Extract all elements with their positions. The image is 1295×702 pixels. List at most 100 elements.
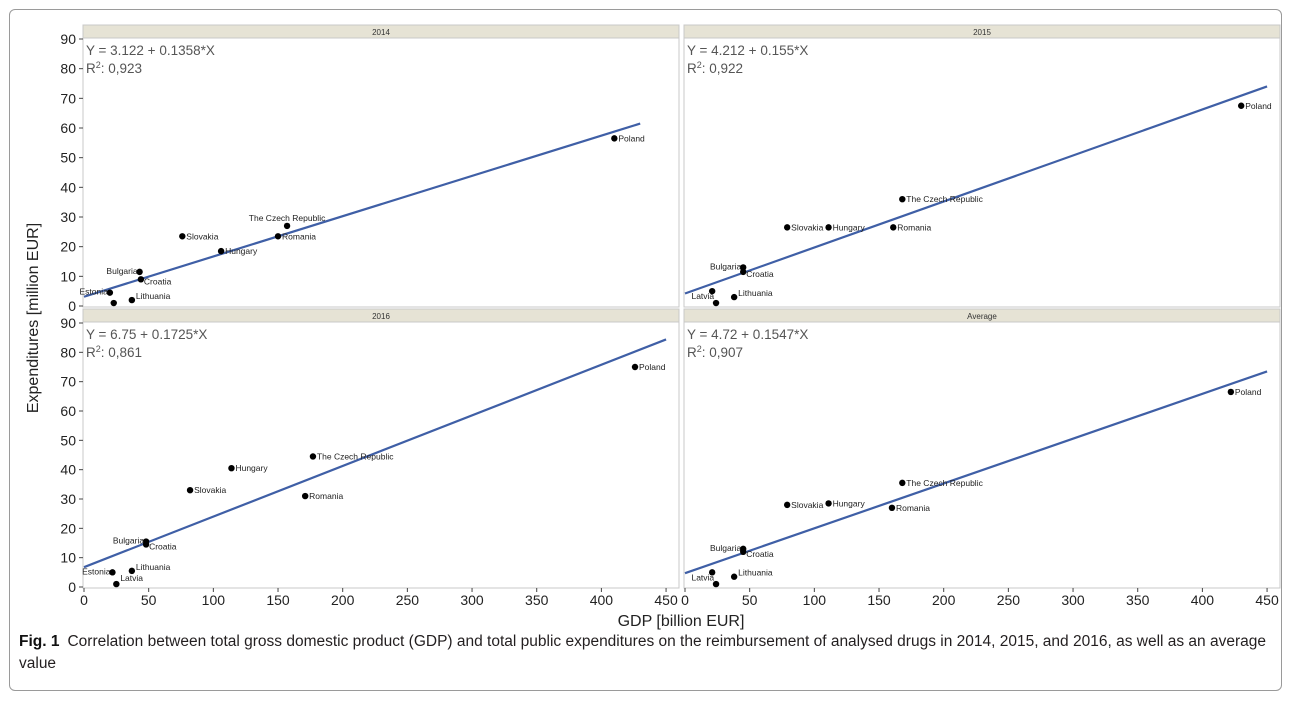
x-tick-label: 400 (590, 592, 614, 608)
x-tick-label: 250 (997, 592, 1021, 608)
y-tick-label: 30 (60, 491, 76, 507)
y-tick-label: 80 (60, 344, 76, 360)
point-label: The Czech Republic (906, 478, 983, 488)
data-point (113, 580, 120, 588)
data-point (274, 233, 282, 240)
point-label: Lithuania (136, 562, 171, 572)
data-point (708, 569, 716, 576)
panel-2014: 2014 Y = 3.122 + 0.1358*X R2: 0,923 Poland T… (80, 24, 680, 308)
point-label: Hungary (833, 222, 866, 232)
data-point (217, 247, 225, 255)
y-tick-label: 20 (60, 520, 76, 536)
x-axis-title: GDP [billion EUR] (618, 613, 745, 630)
point-label: Croatia (746, 549, 774, 559)
point-label: Estonia (82, 566, 111, 576)
x-tick-label: 350 (525, 592, 549, 608)
y-axis-title: Expenditures [million EUR] (25, 223, 42, 413)
data-point (890, 224, 897, 231)
figure-label: Fig. 1 (19, 633, 60, 650)
data-point (283, 222, 291, 230)
data-point (899, 479, 906, 487)
point-label: Lithuania (738, 568, 773, 578)
data-point (783, 501, 791, 509)
y-tick-label: 90 (60, 31, 76, 47)
x-tick-label: 0 (681, 592, 689, 608)
point-label: Latvia (120, 573, 143, 583)
y-tick-label: 10 (60, 268, 76, 284)
panel-title: 2014 (372, 28, 390, 37)
x-tick-label: 100 (202, 592, 226, 608)
point-label: Lithuania (738, 288, 773, 298)
y-tick-label: 40 (60, 462, 76, 478)
y-tick-label: 0 (68, 298, 76, 314)
x-tick-label: 450 (1255, 592, 1279, 608)
regression-equation: Y = 4.212 + 0.155*X (687, 43, 808, 58)
point-label: Bulgaria (106, 266, 137, 276)
point-label: Poland (1235, 387, 1262, 397)
data-point (142, 541, 150, 548)
point-label: Romania (309, 491, 343, 501)
point-label: Slovakia (194, 485, 226, 495)
x-tick-label: 0 (80, 592, 88, 608)
data-point (611, 135, 618, 142)
x-tick-label: 200 (932, 592, 956, 608)
y-tick-label: 10 (60, 550, 76, 566)
y-tick-label: 90 (60, 315, 76, 331)
plot-area (683, 37, 1281, 308)
r-squared: R2: 0,923 (86, 60, 142, 76)
data-point (899, 196, 906, 203)
data-point (730, 293, 738, 301)
point-label: Estonia (80, 287, 109, 297)
data-point (309, 453, 317, 460)
x-tick-label: 400 (1191, 592, 1215, 608)
y-tick-label: 40 (60, 179, 76, 195)
regression-line (83, 122, 641, 298)
data-point (137, 276, 145, 283)
data-point (740, 268, 747, 276)
point-label: Romania (282, 231, 316, 241)
panel-title: 2015 (973, 28, 991, 37)
data-point (888, 504, 896, 511)
y-tick-label: 60 (60, 403, 76, 419)
point-label: Slovakia (186, 231, 218, 241)
y-tick-label: 70 (60, 90, 76, 106)
data-point (1227, 388, 1235, 396)
data-point (1237, 102, 1245, 109)
point-label: Latvia (691, 572, 714, 582)
x-tick-label: 250 (396, 592, 420, 608)
y-tick-label: 50 (60, 432, 76, 448)
x-tick-label: 350 (1126, 592, 1150, 608)
data-point (783, 224, 791, 231)
panel-title: Average (967, 312, 997, 321)
point-label: Croatia (746, 269, 774, 279)
x-tick-label: 50 (742, 592, 758, 608)
point-label: Hungary (235, 463, 268, 473)
point-label: Croatia (144, 276, 172, 286)
point-label: Bulgaria (710, 543, 741, 553)
panel-title: 2016 (372, 312, 390, 321)
y-tick-label: 80 (60, 61, 76, 77)
data-point (228, 465, 235, 472)
panel-2016: 2016 Y = 6.75 + 0.1725*X R2: 0,861 Poland Th… (82, 308, 680, 589)
r-squared: R2: 0,907 (687, 344, 743, 360)
plot-area (82, 37, 680, 308)
data-point (128, 296, 136, 304)
panel-2015: 2015 Y = 4.212 + 0.155*X R2: 0,922 Poland Th… (683, 24, 1281, 308)
plot-area (82, 321, 680, 589)
x-tick-label: 150 (867, 592, 891, 608)
data-point (740, 548, 747, 555)
point-label: Bulgaria (710, 261, 741, 271)
y-tick-label: 50 (60, 150, 76, 166)
y-tick-label: 60 (60, 120, 76, 136)
figure-caption: Fig. 1 Correlation between total gross do… (19, 631, 1269, 675)
point-label: Croatia (149, 541, 177, 551)
point-label: Romania (896, 503, 930, 513)
point-label: Poland (639, 362, 666, 372)
data-point (712, 299, 720, 307)
x-tick-label: 300 (1061, 592, 1085, 608)
point-label: Poland (1245, 101, 1272, 111)
point-label: Latvia (691, 291, 714, 301)
x-tick-label: 200 (331, 592, 355, 608)
x-tick-label: 450 (654, 592, 678, 608)
